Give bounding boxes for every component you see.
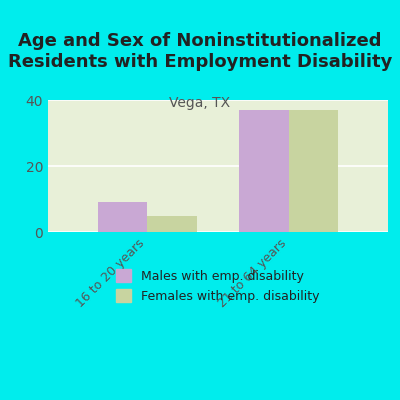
Bar [289, 110, 338, 232]
Bar [98, 202, 147, 232]
Legend: Males with emp. disability, Females with emp. disability: Males with emp. disability, Females with… [111, 264, 325, 308]
Bar [147, 216, 197, 232]
Text: Vega, TX: Vega, TX [170, 96, 230, 110]
Text: Age and Sex of Noninstitutionalized
Residents with Employment Disability: Age and Sex of Noninstitutionalized Resi… [8, 32, 392, 71]
Bar [239, 110, 289, 232]
